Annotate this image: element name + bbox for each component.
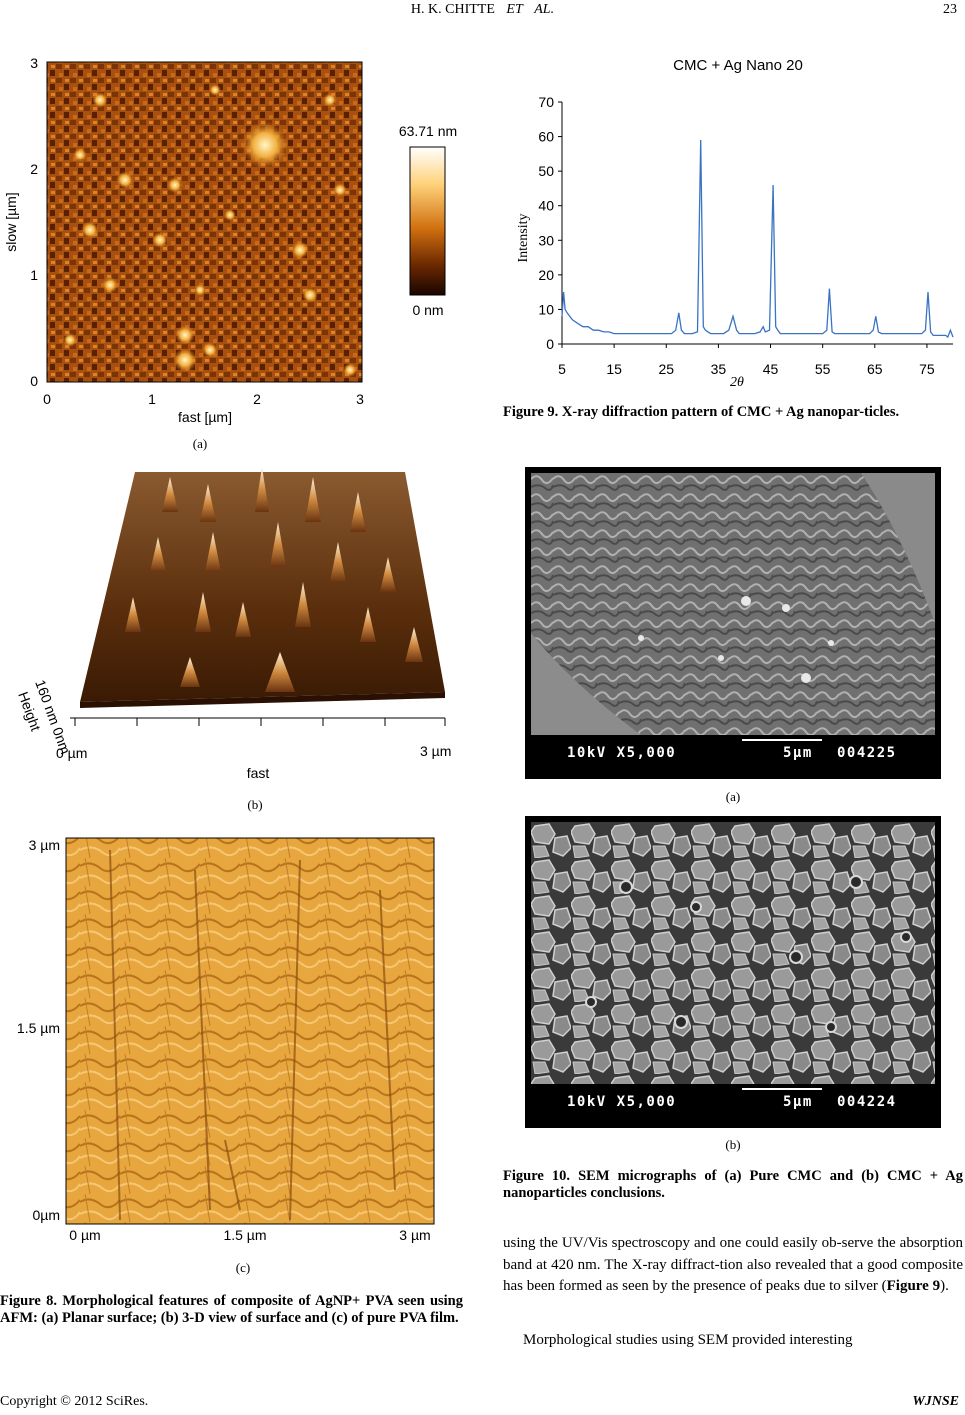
afm-3d-figure: 160 nm 0nm Height 0 µm 3 µm fast: [15, 467, 451, 781]
xrd-y-ticks: 0 10 20 30 40 50 60 70: [538, 94, 562, 352]
figure8c-label: (c): [235, 1260, 251, 1275]
x-tick-label: 65: [867, 361, 883, 377]
x-tick-label: 1: [148, 391, 156, 407]
figure8-caption: Figure 8. Morphological features of comp…: [0, 1293, 463, 1326]
sem-b-image: [531, 822, 935, 1084]
body-text-span: ).: [940, 1278, 949, 1294]
afm-pva-ridges: [109, 849, 396, 1221]
sem-micrograph-b: 10kV X5,000 5µm 004224: [525, 816, 941, 1128]
chart-title: CMC + Ag Nano 20: [673, 57, 803, 74]
x-tick-label: 5: [558, 361, 566, 377]
y-tick-label: 20: [538, 267, 554, 283]
sem-b-scale-bar: [742, 1088, 822, 1090]
header-et: ET: [506, 2, 523, 17]
x-tick-label: 1.5 µm: [223, 1227, 266, 1243]
afm-3d-x-end: 3 µm: [420, 743, 451, 759]
y-tick-label: 60: [538, 129, 554, 145]
y-tick-label: 0: [30, 373, 38, 389]
header-authors: H. K. CHITTE: [410, 2, 495, 17]
sem-a-kv-mag: 10kV X5,000: [567, 745, 677, 761]
y-tick-label: 40: [538, 198, 554, 214]
sem-a-image: [531, 473, 935, 735]
x-tick-label: 75: [919, 361, 935, 377]
x-tick-label: 35: [711, 361, 727, 377]
afm-planar-x-ticks: 0 1 2 3: [43, 391, 364, 407]
xrd-axes: [561, 102, 953, 345]
sem-a-image-id: 004225: [837, 745, 897, 761]
figure9-caption: Figure 9. X-ray diffraction pattern of C…: [503, 404, 900, 420]
x-tick-label: 25: [658, 361, 674, 377]
figure10a-label: (a): [725, 789, 741, 804]
x-tick-label: 3: [356, 391, 364, 407]
x-tick-label: 0: [43, 391, 51, 407]
figure8b-label: (b): [247, 797, 263, 812]
figure10b-label: (b): [725, 1137, 741, 1152]
xrd-chart: CMC + Ag Nano 20 Intensity 2θ 0 10 20 30 40 5…: [516, 57, 954, 390]
afm-3d-base: [80, 692, 445, 708]
y-axis-label: slow [µm]: [3, 192, 19, 251]
page-number: 23: [943, 2, 957, 17]
footer-journal: WJNSE: [912, 1394, 959, 1409]
afm-planar-figure: 3 2 1 0 0 1 2 3 slow [µm] fast [µm] 63.7…: [3, 55, 457, 425]
sem-a-info-bar: 10kV X5,000 5µm 004225: [525, 735, 941, 779]
y-tick-label: 0: [546, 336, 554, 352]
y-axis-label: Intensity: [516, 214, 531, 263]
colorbar-max-label: 63.71 nm: [399, 123, 457, 139]
y-tick-label: 70: [538, 94, 554, 110]
figure-reference-link[interactable]: Figure 9: [886, 1278, 941, 1294]
body-text-span: using the UV/Vis spectroscopy and one co…: [503, 1235, 963, 1294]
body-paragraph-2: Morphological studies using SEM provided…: [523, 1332, 853, 1348]
afm-planar-grains: [63, 84, 357, 377]
figure10-caption: Figure 10. SEM micrographs of (a) Pure C…: [503, 1168, 963, 1201]
x-tick-label: 0 µm: [69, 1227, 100, 1243]
sem-a-scale-bar: [742, 739, 822, 741]
afm-planar-y-ticks: 3 2 1 0: [30, 55, 38, 389]
afm-pva-figure: 3 µm 1.5 µm 0µm 0 µm 1.5 µm 3 µm: [17, 837, 435, 1243]
y-tick-label: 3 µm: [29, 837, 60, 853]
header-al: AL.: [534, 2, 555, 17]
y-tick-label: 1: [30, 267, 38, 283]
y-tick-label: 50: [538, 163, 554, 179]
afm-3d-x-axis-ticks: [74, 718, 446, 726]
afm-pva-y-ticks: 3 µm 1.5 µm 0µm: [17, 837, 60, 1223]
y-tick-label: 10: [538, 301, 554, 317]
sem-micrograph-a: 10kV X5,000 5µm 004225: [525, 467, 941, 779]
x-tick-label: 55: [815, 361, 831, 377]
afm-pva-image: [66, 838, 434, 1224]
body-paragraph: using the UV/Vis spectroscopy and one co…: [503, 1233, 963, 1298]
xrd-x-ticks: 5 15 25 35 45 55 65 75: [558, 344, 935, 377]
sem-a-scale-label: 5µm: [783, 745, 813, 761]
afm-3d-peaks: [125, 467, 423, 692]
afm-3d-x-label: fast: [247, 765, 270, 781]
afm-pva-x-ticks: 0 µm 1.5 µm 3 µm: [69, 1227, 430, 1243]
colorbar: [409, 146, 446, 296]
sem-b-image-id: 004224: [837, 1094, 897, 1110]
sem-b-kv-mag: 10kV X5,000: [567, 1094, 677, 1110]
afm-planar-image: [47, 62, 362, 382]
y-tick-label: 30: [538, 232, 554, 248]
x-tick-label: 15: [606, 361, 622, 377]
x-tick-label: 45: [763, 361, 779, 377]
x-tick-label: 2: [253, 391, 261, 407]
footer-copyright: Copyright © 2012 SciRes.: [0, 1394, 149, 1409]
x-axis-label: 2θ: [730, 375, 744, 390]
y-tick-label: 2: [30, 161, 38, 177]
afm-3d-x-start: 0 µm: [56, 745, 87, 761]
x-axis-label: fast [µm]: [178, 409, 232, 425]
x-tick-label: 3 µm: [399, 1227, 430, 1243]
page-header: H. K. CHITTE ET AL. 23: [0, 2, 965, 22]
sem-b-info-bar: 10kV X5,000 5µm 004224: [525, 1084, 941, 1128]
y-tick-label: 0µm: [32, 1207, 60, 1223]
y-tick-label: 1.5 µm: [17, 1020, 60, 1036]
y-tick-label: 3: [30, 55, 38, 71]
figure8a-label: (a): [192, 436, 208, 451]
running-head: H. K. CHITTE ET AL.: [0, 2, 965, 18]
xrd-series-line: [561, 139, 954, 339]
sem-b-scale-label: 5µm: [783, 1094, 813, 1110]
colorbar-min-label: 0 nm: [412, 302, 443, 318]
